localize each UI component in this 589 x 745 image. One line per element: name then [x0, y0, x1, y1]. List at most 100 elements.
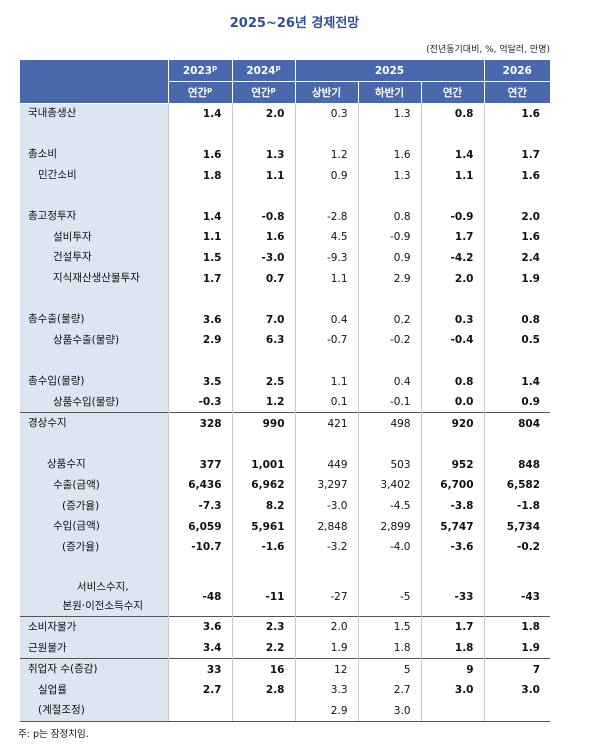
table-row: 설비투자 1.1 1.6 4.5 -0.9 1.7 1.6: [20, 227, 550, 248]
header-text: 2023: [182, 65, 213, 77]
row-label: [20, 288, 168, 310]
value-cell: 5,747: [420, 516, 484, 537]
value-cell: 6,436: [167, 475, 232, 496]
value-cell: 1.6: [167, 144, 232, 166]
spacer-row: [20, 434, 550, 455]
value-cell: 2.0: [420, 268, 484, 289]
empty-cell: [294, 434, 358, 455]
value-cell: 3.6: [167, 616, 232, 638]
value-cell: -11: [231, 578, 295, 617]
value-cell: 1.3: [357, 103, 421, 125]
value-cell: 6,582: [483, 475, 550, 496]
value-cell: 0.0: [420, 391, 484, 413]
value-cell: 1.7: [167, 268, 232, 289]
value-cell: 1.3: [231, 144, 295, 166]
value-cell: -5: [357, 578, 421, 617]
value-cell: -9.3: [294, 247, 358, 269]
empty-cell: [483, 124, 550, 145]
spacer-row: [20, 350, 550, 372]
empty-cell: [167, 185, 232, 207]
row-label: [20, 124, 168, 145]
value-cell: 1.6: [231, 227, 295, 248]
spacer-row: [20, 185, 550, 207]
value-cell: -7.3: [167, 495, 232, 517]
header-cell: 연간: [420, 81, 484, 103]
value-cell: 6.3: [231, 330, 295, 351]
header-text: 연간: [507, 87, 527, 99]
value-cell: 2.9: [357, 268, 421, 289]
value-cell: -4.5: [357, 495, 421, 517]
value-cell: 0.4: [357, 371, 421, 392]
value-cell: -0.9: [357, 227, 421, 248]
value-cell: 12: [294, 658, 358, 680]
value-cell: 1.2: [231, 391, 295, 413]
value-cell: -0.8: [231, 206, 295, 228]
header-text: 하반기: [375, 87, 404, 99]
row-label: (계절조정): [20, 700, 168, 723]
value-cell: 0.1: [294, 391, 358, 413]
header-text: 상반기: [312, 87, 341, 99]
value-cell: 1.6: [483, 227, 550, 248]
row-label: 상품수입(물량): [20, 391, 168, 413]
empty-cell: [420, 288, 484, 310]
row-label: 총수출(물량): [20, 309, 168, 331]
value-cell: 1.4: [167, 103, 232, 125]
empty-cell: [357, 185, 421, 207]
value-cell: 2.4: [483, 247, 550, 269]
value-cell: 0.7: [231, 268, 295, 289]
value-cell: 1.7: [420, 227, 484, 248]
forecast-table: 2023p 2024p 2025 2026 연간p 연간p 상반기 하반기 연간 연간 국내총생산…: [20, 60, 550, 723]
value-cell: 1.4: [483, 371, 550, 392]
header-text: 연간: [187, 87, 208, 99]
row-label: (증가율): [20, 495, 168, 517]
empty-cell: [294, 124, 358, 145]
table-row: 경상수지 328 990 421 498 920 804: [20, 412, 550, 434]
row-label: 민간소비: [20, 165, 168, 186]
header-cell: 상반기: [294, 81, 358, 103]
table-row: 근원물가 3.4 2.2 1.9 1.8 1.8 1.9: [20, 637, 550, 659]
value-cell: 2.0: [294, 616, 358, 638]
value-cell: -0.2: [483, 536, 550, 558]
table-row: 지식재산생산물투자 1.7 0.7 1.1 2.9 2.0 1.9: [20, 268, 550, 289]
value-cell: 5,961: [231, 516, 295, 537]
value-cell: 3.6: [167, 309, 232, 331]
value-cell: [483, 700, 550, 723]
value-cell: 449: [294, 454, 358, 476]
value-cell: 3.5: [167, 371, 232, 392]
header-cell: 2026: [483, 60, 550, 82]
value-cell: 2.0: [483, 206, 550, 228]
value-cell: [231, 700, 295, 723]
empty-cell: [483, 557, 550, 579]
table-section: 경상수지 328 990 421 498 920 804 상품수지 377 1,001 449 503…: [20, 412, 550, 617]
table-section: 취업자 수(증감) 33 16 12 5 9 7 실업률 2.7 2.8 3.3 2.7 3.0 3.0(…: [20, 658, 550, 723]
value-cell: 1.1: [231, 165, 295, 186]
header-row: 연간p 연간p 상반기 하반기 연간 연간: [20, 81, 550, 103]
spacer-row: [20, 557, 550, 579]
value-cell: 1.6: [357, 144, 421, 166]
footnote: 주: p는 잠정치임.: [18, 729, 89, 740]
table-row: 건설투자 1.5 -3.0 -9.3 0.9 -4.2 2.4: [20, 247, 550, 269]
value-cell: 2.3: [231, 616, 295, 638]
value-cell: 1.9: [483, 268, 550, 289]
unit-note: (전년동기대비, %, 억달러, 만명): [426, 45, 550, 55]
value-cell: 848: [483, 454, 550, 476]
value-cell: 0.8: [357, 206, 421, 228]
value-cell: 1,001: [231, 454, 295, 476]
empty-cell: [167, 434, 232, 455]
value-cell: 1.9: [294, 637, 358, 659]
value-cell: 0.4: [294, 309, 358, 331]
value-cell: -3.2: [294, 536, 358, 558]
value-cell: 920: [420, 412, 484, 434]
header-cell: 2025: [294, 60, 484, 82]
row-label: 서비스수지, 본원·이전소득수지: [20, 578, 168, 617]
table-row: (증가율) -7.3 8.2 -3.0 -4.5 -3.8 -1.8: [20, 495, 550, 517]
empty-cell: [357, 434, 421, 455]
superscript: p: [212, 64, 218, 72]
table-row: (계절조정) 2.9 3.0: [20, 700, 550, 723]
value-cell: 2.5: [231, 371, 295, 392]
header-row: 2023p 2024p 2025 2026: [20, 60, 550, 104]
value-cell: -0.2: [357, 330, 421, 351]
header-cell: 연간p: [231, 81, 295, 103]
empty-cell: [294, 557, 358, 579]
table-header: 2023p 2024p 2025 2026 연간p 연간p 상반기 하반기 연간 연간: [20, 60, 550, 104]
